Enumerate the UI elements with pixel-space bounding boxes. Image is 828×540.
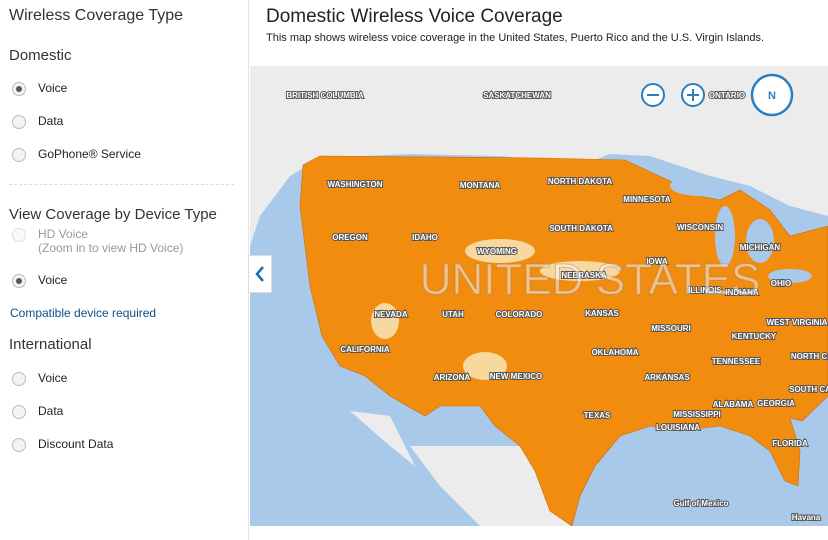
map-label: Havana [792, 513, 821, 522]
map-label: TENNESSEE [712, 357, 761, 366]
map-label: OREGON [332, 233, 368, 242]
zoom-out[interactable] [641, 83, 665, 107]
page-subtitle: This map shows wireless voice coverage i… [266, 32, 765, 44]
map-label: MONTANA [460, 181, 501, 190]
map-label: IDAHO [412, 233, 438, 242]
map-labels: BRITISH COLUMBIA SASKATCHEWAN ONTARIO WASHI… [285, 90, 828, 523]
map-label: SASKATCHEWAN [483, 91, 551, 100]
zoom-in[interactable] [681, 83, 705, 107]
map-label: NORTH DAKOTA [548, 177, 613, 186]
map-label: OKLAHOMA [591, 348, 638, 357]
option-label: Voice [38, 81, 68, 95]
divider [9, 184, 234, 185]
section-heading: International [9, 336, 92, 353]
map-label: IOWA [646, 257, 668, 266]
section-heading: Domestic [9, 47, 72, 64]
map-label: CALIFORNIA [340, 345, 390, 354]
map-label: KENTUCKY [732, 332, 777, 341]
map-label: GEORGIA [757, 399, 795, 408]
map-label: WASHINGTON [328, 180, 383, 189]
map-label: FLORIDA [772, 439, 808, 448]
option-label: Discount Data [38, 437, 114, 451]
map-label: BRITISH COLUMBIA [286, 91, 364, 100]
map-label: TEXAS [584, 411, 611, 420]
option-note: (Zoom in to view HD Voice) [38, 241, 184, 255]
link[interactable]: Compatible device required [10, 306, 157, 320]
compass-label: N [768, 90, 776, 102]
option-label: Voice [38, 273, 68, 287]
map-label: ILLINOIS [688, 286, 722, 295]
map-label: WEST VIRGINIA [767, 318, 828, 327]
map[interactable]: BRITISH COLUMBIA SASKATCHEWAN ONTARIO WASHI… [250, 66, 828, 526]
option-label: Data [38, 404, 64, 418]
page-title: Domestic Wireless Voice Coverage [266, 6, 563, 27]
map-label: MICHIGAN [740, 243, 781, 252]
map-label: ALABAMA [713, 400, 754, 409]
option-label: Data [38, 114, 64, 128]
map-label: SOUTH DAKOTA [549, 224, 613, 233]
collapse-button[interactable] [248, 255, 272, 293]
map-label: SOUTH CA [789, 385, 828, 394]
map-label: ARIZONA [434, 373, 471, 382]
map-label: WYOMING [477, 247, 517, 256]
map-label: NEW MEXICO [490, 372, 542, 381]
map-label: Gulf of Mexico [673, 499, 728, 508]
sidebar-title: Wireless Coverage Type [9, 7, 183, 24]
map-label: OHIO [771, 279, 791, 288]
country-label: UNITED STATES [420, 255, 761, 304]
map-label: ARKANSAS [644, 373, 690, 382]
compass[interactable]: N [750, 73, 794, 117]
option-label: GoPhone® Service [38, 147, 141, 161]
option-label: HD Voice [38, 227, 89, 241]
map-label: MINNESOTA [623, 195, 671, 204]
sidebar: Wireless Coverage Type Domestic Voice Da… [0, 0, 249, 540]
map-label: UTAH [442, 310, 464, 319]
map-label: NEBRASKA [561, 271, 607, 280]
map-label: MISSISSIPPI [673, 410, 721, 419]
map-label: INDIANA [725, 288, 759, 297]
map-label: COLORADO [496, 310, 543, 319]
map-label: ONTARIO [709, 91, 745, 100]
section-heading: View Coverage by Device Type [9, 206, 217, 223]
map-label: NEVADA [374, 310, 407, 319]
map-label: LOUISIANA [656, 423, 700, 432]
option-label: Voice [38, 371, 68, 385]
map-label: NORTH CA [791, 352, 828, 361]
map-label: KANSAS [585, 309, 619, 318]
map-label: WISCONSIN [677, 223, 723, 232]
map-label: MISSOURI [651, 324, 691, 333]
